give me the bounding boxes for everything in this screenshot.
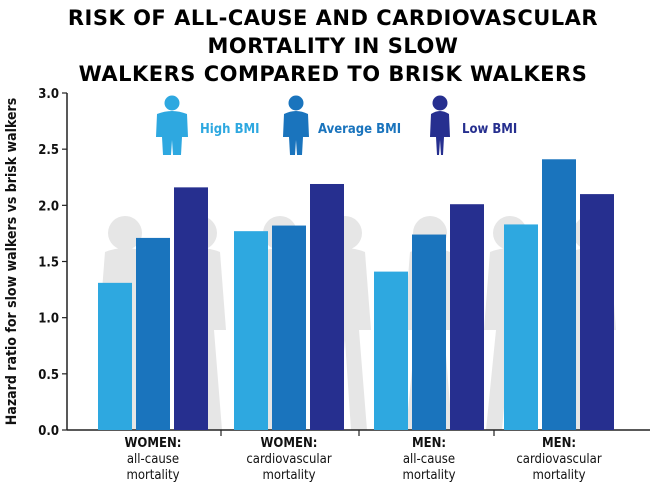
bar [98,282,132,430]
bar [412,234,446,430]
x-tick-label: WOMEN: cardiovascular mortality [246,436,331,483]
bar [136,237,170,430]
x-tick-label: MEN: all-cause mortality [402,436,455,483]
y-axis-label: Hazard ratio for slow walkers vs brisk w… [4,98,20,425]
bar [310,183,344,430]
y-tick-label: 1.5 [38,256,59,271]
person-icon [156,95,188,155]
bar [580,194,614,430]
chart-title: RISK OF ALL-CAUSE AND CARDIOVASCULAR MOR… [0,4,666,88]
y-tick-label: 2.0 [38,199,59,214]
bar [174,187,208,430]
bar [450,204,484,430]
x-tick-label: WOMEN: all-cause mortality [125,436,182,483]
bar [234,231,268,430]
y-tick-label: 1.0 [38,312,59,327]
bar [374,271,408,430]
bar [272,225,306,430]
chart-title-line-1: RISK OF ALL-CAUSE AND CARDIOVASCULAR MOR… [67,6,599,58]
y-tick-label: 2.5 [38,143,59,158]
person-icon [283,95,309,155]
bar [542,159,576,430]
legend-label: Low BMI [462,122,517,137]
legend-label: High BMI [200,122,259,137]
y-tick-label: 0.0 [38,424,59,439]
y-tick-label: 0.5 [38,368,59,383]
bar [504,224,538,430]
y-tick-label: 3.0 [38,87,59,102]
person-icon [430,95,450,155]
chart-title-line-2: WALKERS COMPARED TO BRISK WALKERS [78,62,588,86]
legend-label: Average BMI [318,122,401,137]
legend: High BMI Average BMI Low BMI [156,95,517,155]
bars [98,159,614,430]
x-tick-label: MEN: cardiovascular mortality [516,436,601,483]
